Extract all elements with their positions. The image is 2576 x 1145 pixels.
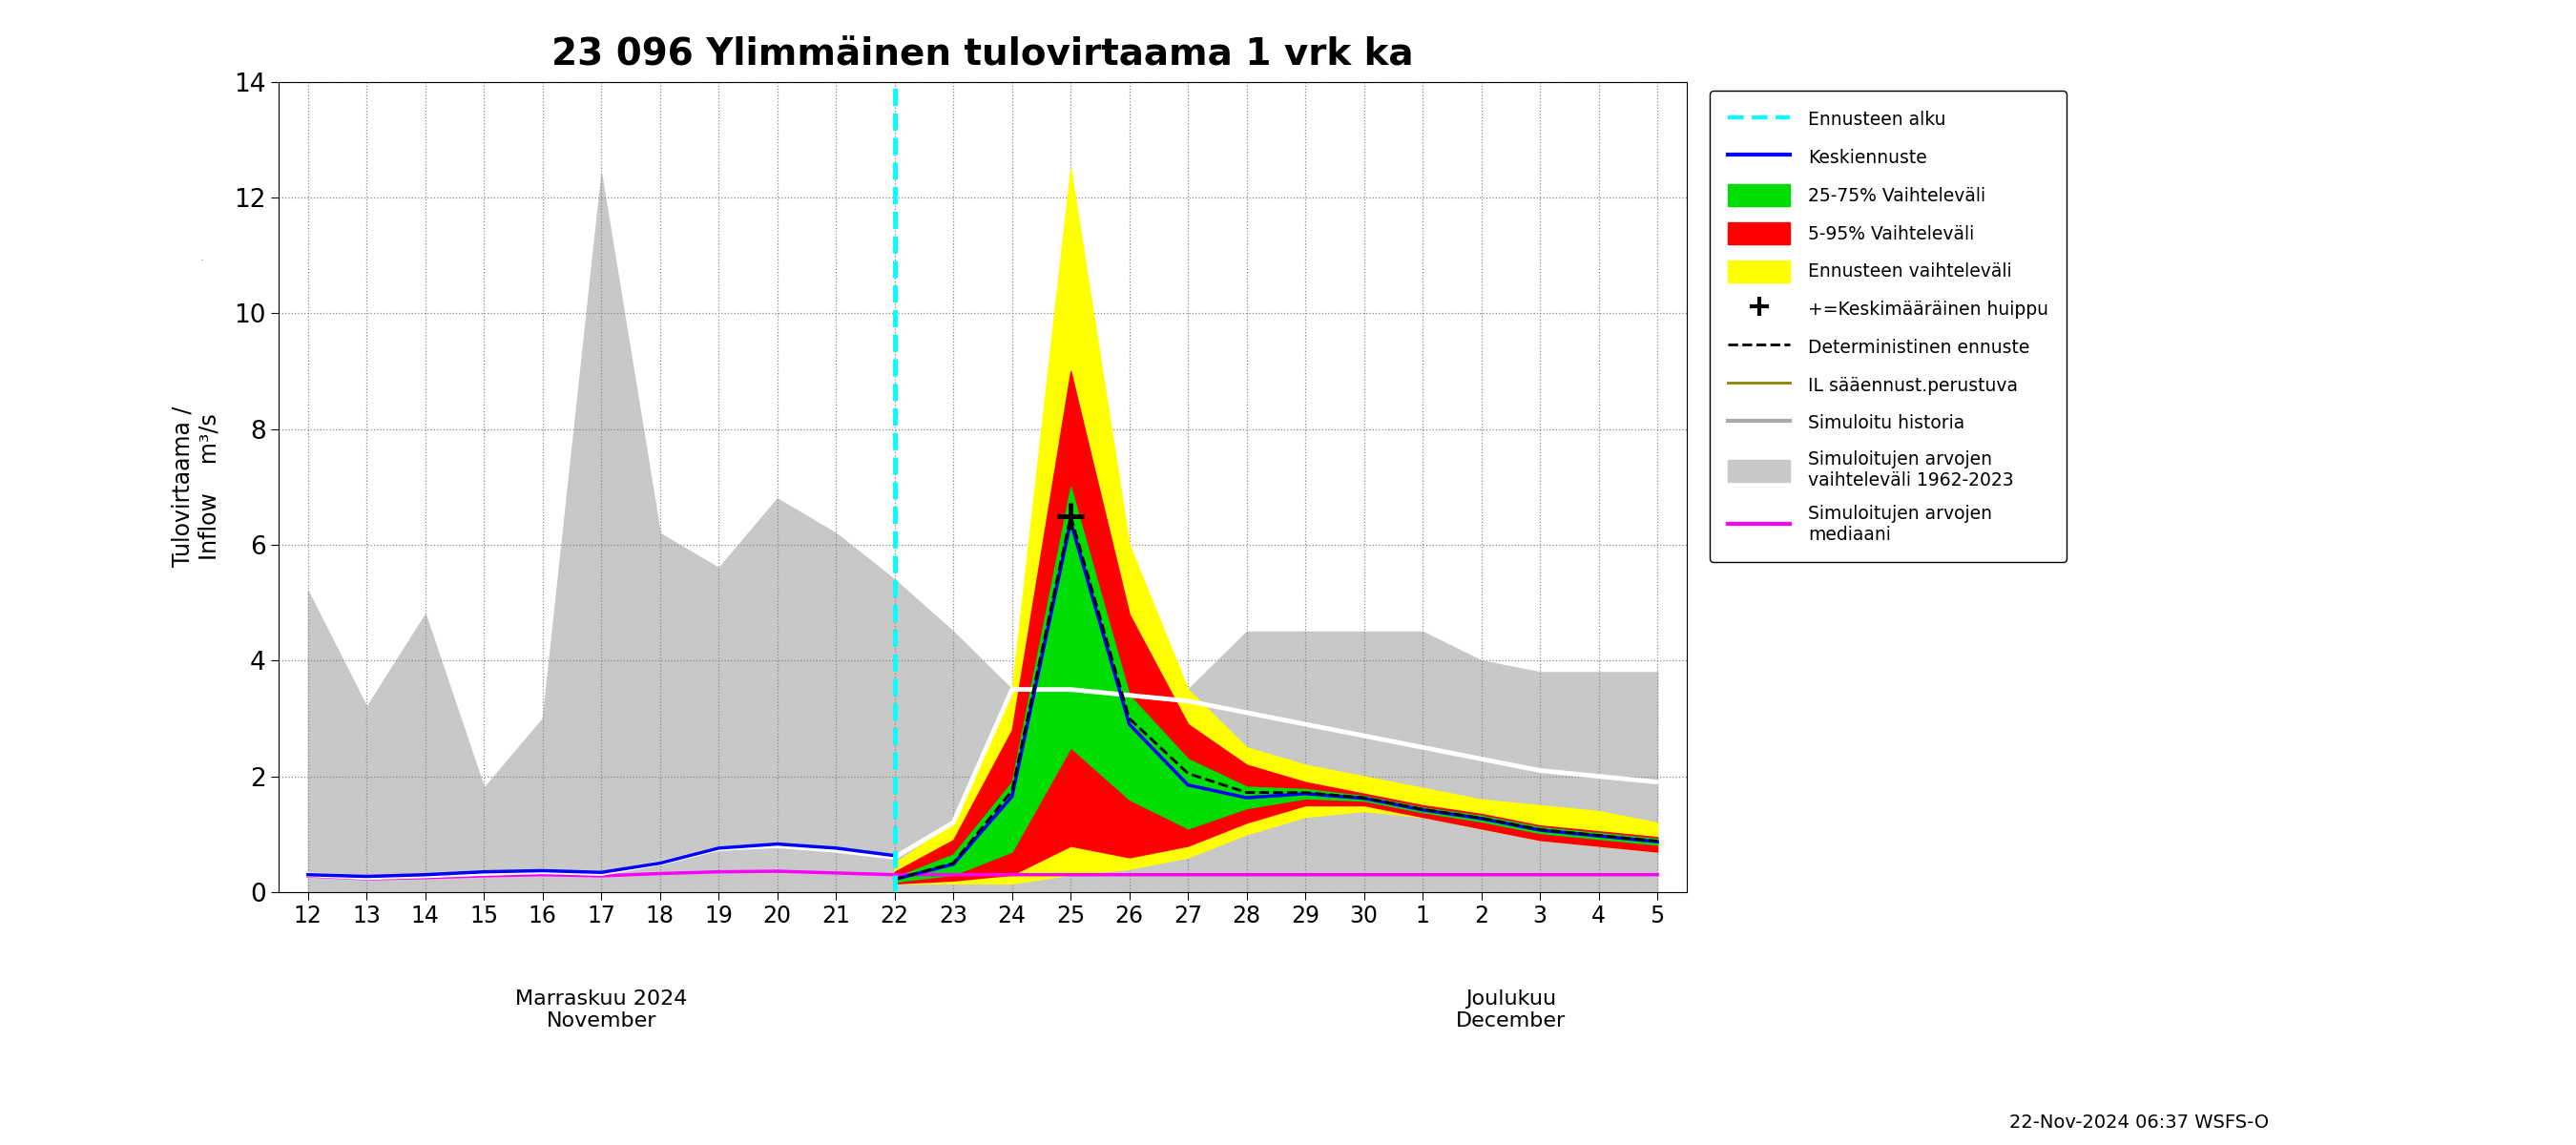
Legend: Ennusteen alku, Keskiennuste, 25-75% Vaihteleväli, 5-95% Vaihteleväli, Ennusteen: Ennusteen alku, Keskiennuste, 25-75% Vai…: [1710, 90, 2066, 562]
Title: 23 096 Ylimmäinen tulovirtaama 1 vrk ka: 23 096 Ylimmäinen tulovirtaama 1 vrk ka: [551, 37, 1414, 73]
Text: Marraskuu 2024
November: Marraskuu 2024 November: [515, 989, 688, 1030]
Text: Joulukuu
December: Joulukuu December: [1455, 989, 1566, 1030]
Text: 22-Nov-2024 06:37 WSFS-O: 22-Nov-2024 06:37 WSFS-O: [2009, 1113, 2269, 1131]
Y-axis label: Tulovirtaama /
Inflow    m³/s: Tulovirtaama / Inflow m³/s: [173, 406, 222, 567]
